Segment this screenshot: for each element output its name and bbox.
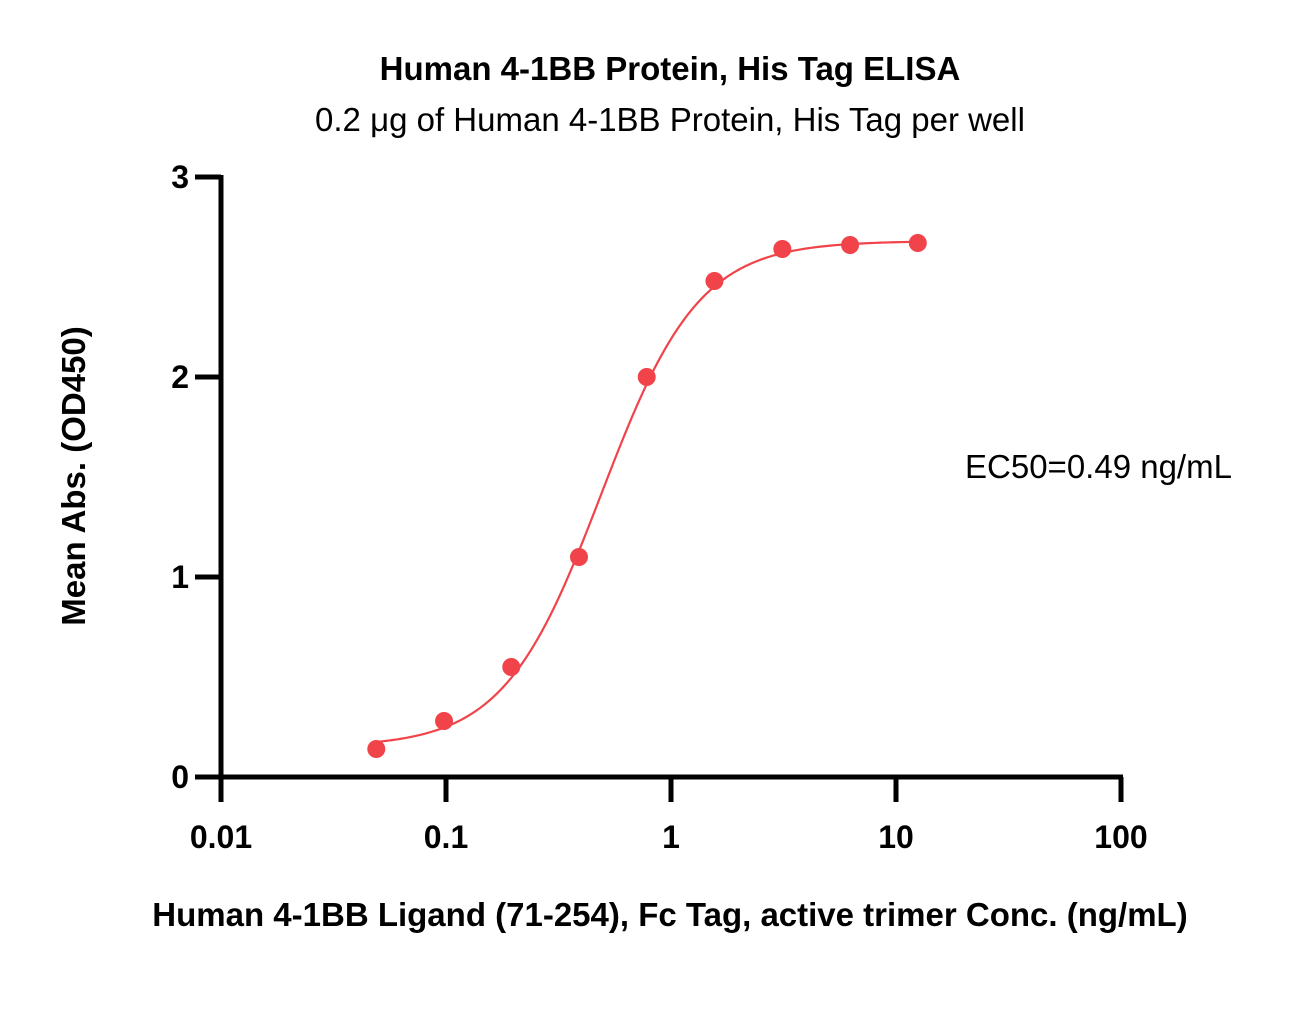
data-point [841, 236, 860, 254]
fit-curve [376, 240, 918, 744]
y-axis-label: Mean Abs. (OD450) [55, 326, 92, 626]
x-tick-label: 10 [878, 819, 914, 855]
x-axis-label: Human 4-1BB Ligand (71-254), Fc Tag, act… [152, 896, 1187, 933]
data-point [435, 712, 454, 730]
ec50-annotation: EC50=0.49 ng/mL [965, 448, 1232, 485]
data-point [908, 234, 927, 252]
chart-subtitle: 0.2 μg of Human 4-1BB Protein, His Tag p… [315, 101, 1025, 138]
x-tick-label: 100 [1094, 819, 1147, 855]
y-tick-label: 3 [171, 159, 189, 195]
data-point [705, 272, 724, 290]
y-tick-label: 2 [171, 359, 189, 395]
y-tick-label: 1 [171, 559, 189, 595]
y-tick-label: 0 [171, 759, 189, 795]
data-point [637, 368, 656, 386]
data-point [569, 548, 588, 566]
x-tick-label: 0.01 [190, 819, 252, 855]
data-points-layer [367, 234, 927, 758]
fit-curve-layer [376, 240, 918, 744]
x-tick-label: 1 [662, 819, 680, 855]
x-tick-label: 0.1 [424, 819, 468, 855]
axes: 0 1 2 3 0.01 0.1 1 10 100 [171, 159, 1147, 855]
data-point [367, 740, 386, 758]
chart-title: Human 4-1BB Protein, His Tag ELISA [380, 50, 961, 87]
data-point [502, 658, 521, 676]
data-point [773, 240, 792, 258]
